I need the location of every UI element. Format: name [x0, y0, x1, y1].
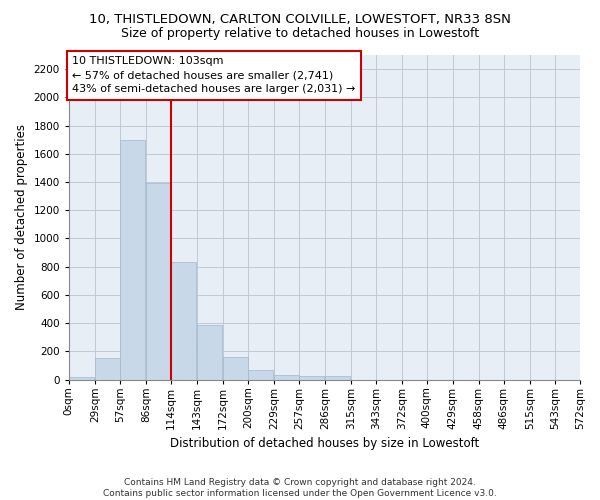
Bar — [223, 357, 248, 380]
Bar — [299, 376, 324, 380]
Bar — [69, 378, 94, 380]
Bar — [120, 140, 145, 380]
Text: Contains HM Land Registry data © Crown copyright and database right 2024.
Contai: Contains HM Land Registry data © Crown c… — [103, 478, 497, 498]
Bar — [146, 184, 171, 380]
Bar — [274, 374, 299, 380]
Bar — [197, 326, 222, 380]
Text: 10 THISTLEDOWN: 103sqm
← 57% of detached houses are smaller (2,741)
43% of semi-: 10 THISTLEDOWN: 103sqm ← 57% of detached… — [73, 56, 356, 94]
Bar — [171, 262, 196, 380]
Text: Size of property relative to detached houses in Lowestoft: Size of property relative to detached ho… — [121, 28, 479, 40]
X-axis label: Distribution of detached houses by size in Lowestoft: Distribution of detached houses by size … — [170, 437, 479, 450]
Bar — [325, 376, 350, 380]
Bar — [95, 358, 120, 380]
Text: 10, THISTLEDOWN, CARLTON COLVILLE, LOWESTOFT, NR33 8SN: 10, THISTLEDOWN, CARLTON COLVILLE, LOWES… — [89, 12, 511, 26]
Y-axis label: Number of detached properties: Number of detached properties — [15, 124, 28, 310]
Bar — [248, 370, 273, 380]
